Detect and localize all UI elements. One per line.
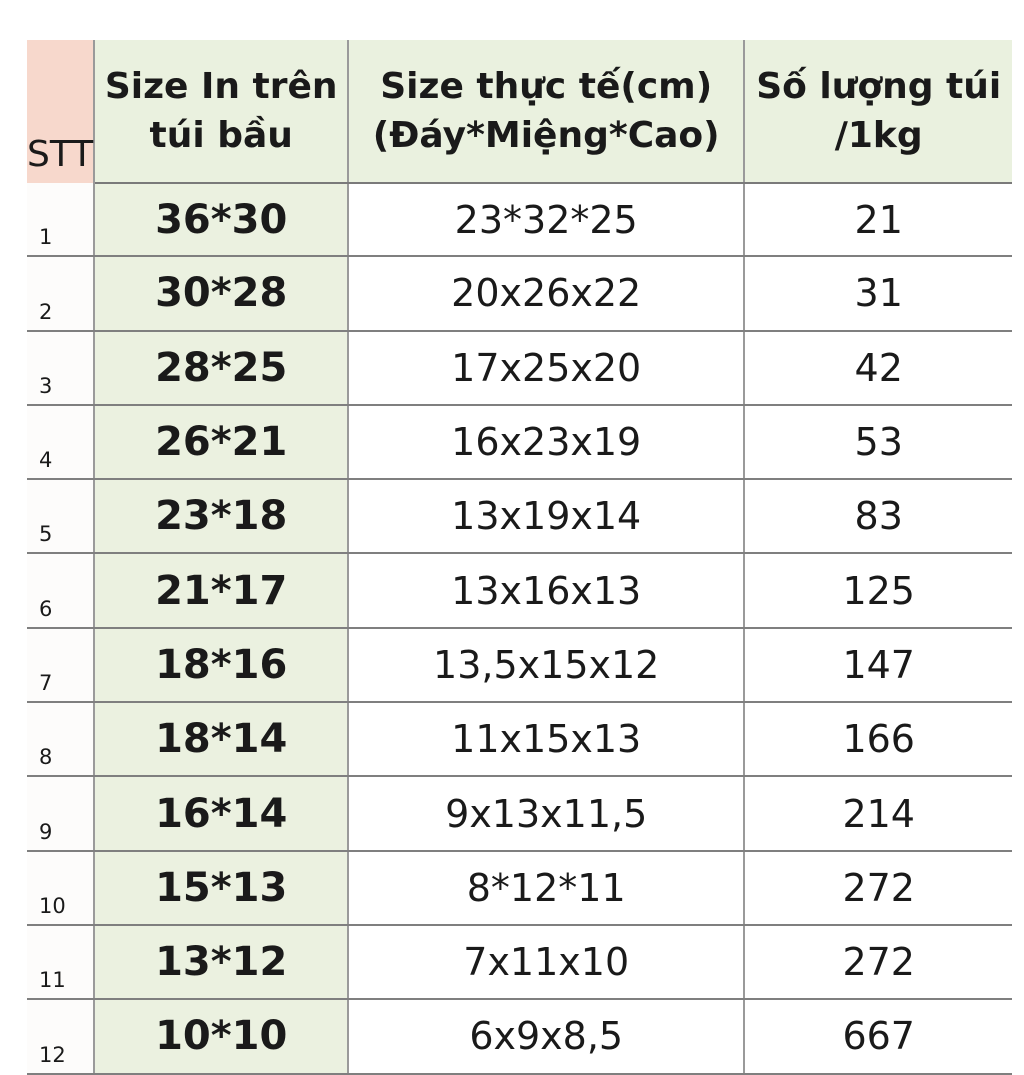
header-print-size-sub: túi bầu (94, 111, 350, 184)
header-row-1: STT Size In trên Size thực tế(cm) Số lượ… (27, 40, 1013, 183)
real-size-cell: 13x16x13 (348, 553, 746, 629)
table-row: 7 18*16 13,5x15x12 147 (27, 627, 1013, 704)
header-real-size-sub: (Đáy*Miệng*Cao) (348, 111, 746, 184)
print-size-cell: 15*13 (94, 850, 350, 926)
print-size-cell: 10*10 (94, 999, 350, 1075)
print-size-cell: 36*30 (94, 183, 350, 258)
stt-cell: 12 (27, 999, 96, 1075)
qty-cell: 83 (744, 479, 1013, 555)
stt-cell: 2 (27, 256, 96, 332)
qty-cell: 166 (744, 702, 1013, 778)
table-row: 8 18*14 11x15x13 166 (27, 702, 1013, 778)
real-size-cell: 13x19x14 (348, 479, 746, 555)
table-row: 9 16*14 9x13x11,5 214 (27, 776, 1013, 852)
stt-cell: 9 (27, 776, 96, 852)
table-row: 5 23*18 13x19x14 83 (27, 479, 1013, 555)
stt-cell: 4 (27, 404, 96, 481)
stt-cell: 11 (27, 924, 96, 1001)
table-row: 2 30*28 20x26x22 31 (27, 256, 1013, 332)
header-row-2: túi bầu (Đáy*Miệng*Cao) /1kg (27, 111, 1013, 184)
table-body: STT Size In trên Size thực tế(cm) Số lượ… (27, 40, 1013, 1075)
print-size-cell: 16*14 (94, 776, 350, 852)
header-stt: STT (27, 40, 96, 183)
qty-cell: 147 (744, 627, 1013, 704)
print-size-cell: 28*25 (94, 330, 350, 406)
real-size-cell: 23*32*25 (348, 183, 746, 258)
qty-cell: 42 (744, 330, 1013, 406)
real-size-cell: 13,5x15x12 (348, 627, 746, 704)
table-row: 3 28*25 17x25x20 42 (27, 330, 1013, 406)
print-size-cell: 13*12 (94, 924, 350, 1001)
stt-cell: 6 (27, 553, 96, 629)
print-size-cell: 26*21 (94, 404, 350, 481)
stt-cell: 10 (27, 850, 96, 926)
qty-cell: 125 (744, 553, 1013, 629)
print-size-cell: 18*14 (94, 702, 350, 778)
qty-cell: 53 (744, 404, 1013, 481)
qty-cell: 272 (744, 850, 1013, 926)
print-size-cell: 21*17 (94, 553, 350, 629)
real-size-cell: 20x26x22 (348, 256, 746, 332)
real-size-cell: 16x23x19 (348, 404, 746, 481)
table-row: 1 36*30 23*32*25 21 (27, 183, 1013, 258)
print-size-cell: 18*16 (94, 627, 350, 704)
header-real-size: Size thực tế(cm) (348, 40, 746, 111)
print-size-cell: 23*18 (94, 479, 350, 555)
size-table: STT Size In trên Size thực tế(cm) Số lượ… (27, 40, 1013, 1075)
real-size-cell: 9x13x11,5 (348, 776, 746, 852)
table-row: 6 21*17 13x16x13 125 (27, 553, 1013, 629)
real-size-cell: 17x25x20 (348, 330, 746, 406)
header-qty: Số lượng túi (744, 40, 1013, 111)
stt-cell: 5 (27, 479, 96, 555)
qty-cell: 667 (744, 999, 1013, 1075)
real-size-cell: 7x11x10 (348, 924, 746, 1001)
header-print-size: Size In trên (94, 40, 350, 111)
table-row: 12 10*10 6x9x8,5 667 (27, 999, 1013, 1075)
qty-cell: 214 (744, 776, 1013, 852)
stt-cell: 7 (27, 627, 96, 704)
real-size-cell: 6x9x8,5 (348, 999, 746, 1075)
header-qty-sub: /1kg (744, 111, 1013, 184)
table-row: 11 13*12 7x11x10 272 (27, 924, 1013, 1001)
real-size-cell: 11x15x13 (348, 702, 746, 778)
table-row: 10 15*13 8*12*11 272 (27, 850, 1013, 926)
stt-cell: 1 (27, 183, 96, 258)
qty-cell: 272 (744, 924, 1013, 1001)
stt-cell: 8 (27, 702, 96, 778)
table-row: 4 26*21 16x23x19 53 (27, 404, 1013, 481)
stt-cell: 3 (27, 330, 96, 406)
qty-cell: 31 (744, 256, 1013, 332)
real-size-cell: 8*12*11 (348, 850, 746, 926)
qty-cell: 21 (744, 183, 1013, 258)
print-size-cell: 30*28 (94, 256, 350, 332)
